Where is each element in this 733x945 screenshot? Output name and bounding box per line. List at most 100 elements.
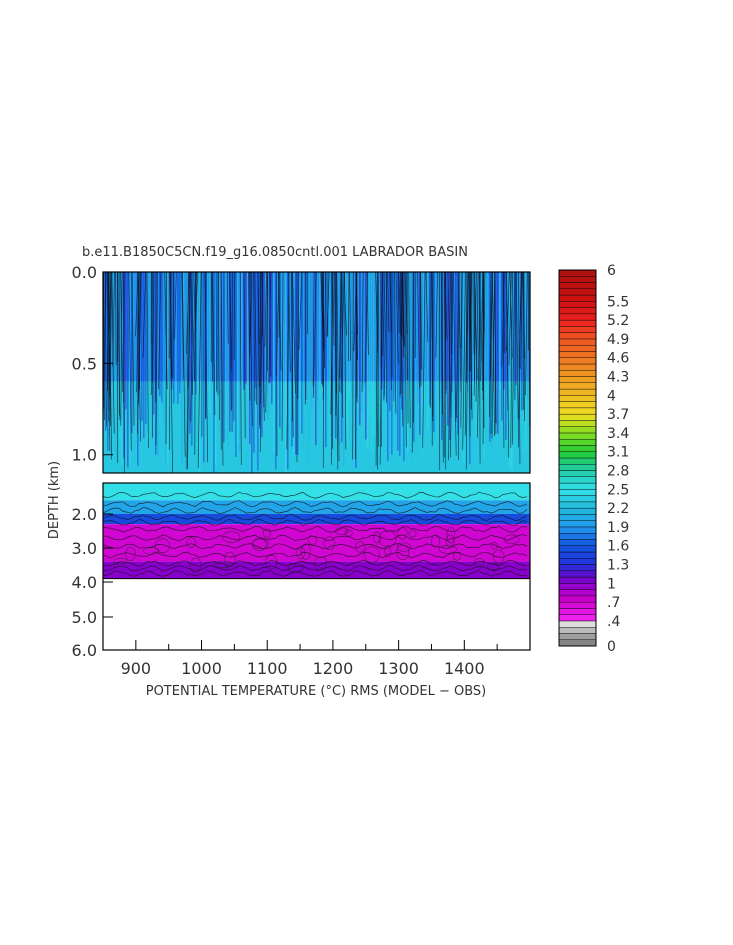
field-streak (423, 272, 425, 402)
contour-line (382, 271, 386, 357)
contour-line (444, 271, 447, 391)
contour-line (312, 271, 315, 387)
colorbar-swatch (558, 382, 597, 390)
colorbar-swatch (558, 326, 597, 333)
y-tick-label: 0.0 (72, 263, 97, 282)
contour-line (417, 271, 420, 389)
x-tick-label: 1100 (247, 659, 288, 678)
contour-line (135, 271, 139, 337)
colorbar-swatch (558, 633, 597, 640)
contour-line (364, 271, 368, 383)
contour-line (523, 271, 525, 421)
contour-line (395, 271, 399, 364)
colorbar-swatch (558, 514, 597, 521)
field-streak (477, 272, 479, 386)
lower-panel-frame (102, 482, 531, 651)
contour-ring (490, 542, 499, 550)
lower-panel (102, 482, 531, 651)
contour-line (297, 271, 300, 399)
field-streak (145, 272, 147, 424)
colorbar-swatch (558, 345, 597, 352)
contour-line (453, 271, 457, 456)
field-streak (485, 272, 487, 403)
contour-ring (452, 552, 462, 561)
contour-line (128, 271, 132, 451)
field-streak (505, 272, 507, 440)
x-axis-ticks: 900 1000 1100 1200 1300 1400 (102, 640, 531, 678)
colorbar-swatch (558, 313, 597, 321)
field-streak (177, 272, 179, 404)
contour-line (102, 500, 528, 508)
contour-ring (396, 544, 410, 560)
contour-line (298, 271, 303, 350)
colorbar: 6 5.5 5.2 4.9 4.6 4.3 4 3.7 3.4 3.1 2.8 2.5 2.2 1.9 1.… (558, 263, 629, 655)
field-streak (207, 272, 209, 415)
depth-band (103, 524, 530, 562)
contour-line (322, 271, 327, 400)
field-streak (343, 272, 345, 466)
contour-line (187, 271, 191, 470)
colorbar-swatch (558, 357, 597, 365)
contour-ring (307, 535, 318, 545)
contour-ring (224, 551, 236, 567)
depth-band (103, 483, 530, 501)
field-streak (213, 272, 215, 473)
contour-line (398, 271, 400, 334)
contour-line (450, 271, 454, 458)
contour-line (525, 271, 528, 396)
field-streak (175, 272, 177, 445)
contour-line (105, 271, 110, 427)
contour-ring (344, 529, 353, 537)
contour-line (269, 271, 272, 377)
x-tick-label: 1200 (313, 659, 354, 678)
field-streak (387, 272, 389, 462)
colorbar-swatch (558, 614, 597, 622)
field-streak (141, 272, 143, 421)
contour-line (239, 271, 242, 465)
colorbar-label: 4.3 (607, 370, 629, 386)
field-streak (203, 272, 205, 463)
colorbar-label: 4.6 (607, 351, 629, 367)
contour-line (474, 271, 478, 379)
field-streak (129, 272, 131, 462)
colorbar-swatch (558, 464, 597, 471)
y-axis-label: DEPTH (km) (47, 461, 62, 539)
contour-ring (300, 543, 311, 560)
depth-band (103, 500, 530, 514)
field-streak (443, 272, 445, 418)
colorbar-swatch (558, 564, 597, 571)
contour-line (401, 271, 405, 347)
contour-ring (314, 556, 328, 571)
contour-line (522, 271, 526, 359)
contour-line (511, 271, 515, 445)
colorbar-swatch (558, 432, 597, 440)
field-streak (299, 272, 301, 432)
field-streak (427, 272, 429, 430)
colorbar-swatch (558, 332, 597, 340)
field-streak (257, 272, 259, 471)
contour-line (510, 271, 513, 449)
colorbar-frame (558, 269, 597, 647)
contour-line (229, 271, 233, 372)
field-streak (429, 272, 431, 405)
contour-line (464, 271, 468, 436)
field-streak (413, 272, 415, 443)
contour-line (480, 271, 484, 381)
field-streak (189, 272, 191, 434)
field-streak (125, 272, 127, 410)
colorbar-label: 4 (607, 388, 616, 404)
field-streak (275, 272, 277, 470)
contour-line (475, 271, 479, 402)
colorbar-swatch (558, 451, 597, 459)
contour-ring (252, 538, 267, 551)
colorbar-label: 3.1 (607, 445, 629, 461)
colorbar-swatch (558, 627, 597, 634)
contour-ring (396, 542, 412, 552)
field-streak (389, 272, 391, 412)
field-streak (217, 272, 219, 395)
field-streak (345, 272, 347, 421)
contour-line (441, 271, 444, 463)
colorbar-swatch (558, 301, 597, 308)
contour-ring (431, 534, 441, 548)
contour-line (515, 271, 519, 448)
